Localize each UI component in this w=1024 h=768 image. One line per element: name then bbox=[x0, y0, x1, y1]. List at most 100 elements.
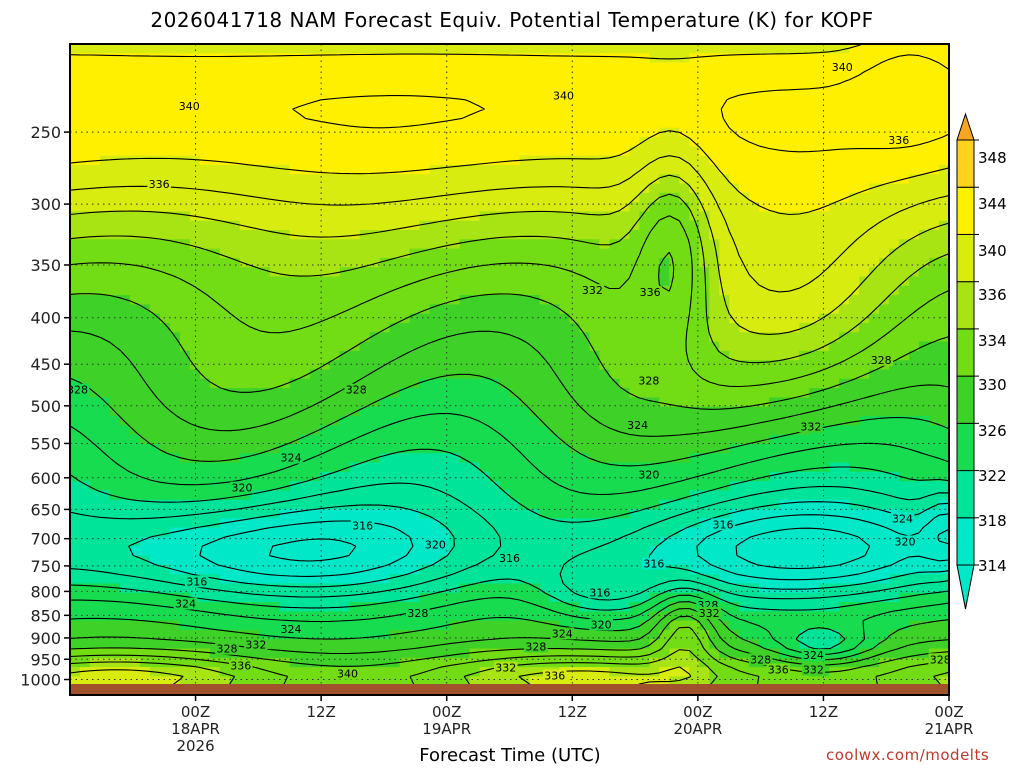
field-cell bbox=[549, 527, 561, 538]
field-cell bbox=[489, 369, 501, 380]
field-cell bbox=[769, 490, 780, 501]
field-cell bbox=[149, 443, 161, 454]
field-cell bbox=[349, 434, 361, 445]
field-cell bbox=[309, 378, 321, 389]
field-cell bbox=[469, 350, 481, 361]
field-cell bbox=[709, 53, 720, 64]
field-cell bbox=[709, 397, 720, 408]
field-cell bbox=[679, 127, 690, 138]
field-cell bbox=[429, 239, 441, 250]
field-cell bbox=[859, 137, 870, 147]
field-cell bbox=[479, 146, 491, 157]
field-cell bbox=[579, 118, 591, 129]
field-cell bbox=[319, 527, 331, 538]
field-cell bbox=[609, 90, 620, 101]
field-cell bbox=[889, 416, 900, 426]
field-cell bbox=[369, 127, 381, 138]
field-cell bbox=[549, 220, 561, 231]
field-cell bbox=[889, 471, 900, 482]
field-cell bbox=[229, 109, 241, 119]
field-cell bbox=[219, 481, 231, 491]
field-cell bbox=[119, 155, 131, 166]
field-cell bbox=[789, 499, 800, 510]
field-cell bbox=[559, 202, 571, 212]
field-cell bbox=[419, 313, 431, 324]
field-cell bbox=[639, 99, 650, 110]
field-cell bbox=[669, 425, 680, 436]
field-cell bbox=[559, 313, 571, 324]
field-cell bbox=[819, 378, 830, 389]
field-cell bbox=[859, 202, 870, 212]
field-cell bbox=[449, 546, 461, 557]
field-cell bbox=[719, 536, 730, 547]
field-cell bbox=[379, 481, 391, 491]
field-cell bbox=[299, 127, 311, 138]
field-cell bbox=[909, 388, 920, 398]
field-cell bbox=[89, 536, 101, 547]
field-cell bbox=[129, 378, 141, 389]
field-cell bbox=[419, 146, 431, 157]
field-cell bbox=[189, 555, 201, 566]
field-cell bbox=[189, 388, 201, 398]
field-cell bbox=[539, 99, 551, 110]
field-cell bbox=[699, 536, 710, 547]
field-cell bbox=[519, 146, 531, 157]
field-cell bbox=[649, 332, 660, 343]
field-cell bbox=[389, 434, 401, 445]
field-cell bbox=[99, 109, 111, 119]
field-cell bbox=[339, 341, 351, 352]
field-cell bbox=[649, 62, 660, 73]
field-cell bbox=[659, 443, 670, 454]
field-cell bbox=[599, 295, 610, 305]
field-cell bbox=[129, 295, 141, 305]
field-cell bbox=[839, 285, 850, 296]
field-cell bbox=[239, 137, 251, 147]
field-cell bbox=[269, 378, 281, 389]
field-cell bbox=[699, 239, 710, 250]
field-cell bbox=[569, 118, 581, 129]
field-cell bbox=[769, 471, 780, 482]
field-cell bbox=[559, 341, 571, 352]
field-cell bbox=[229, 462, 241, 473]
field-cell bbox=[759, 137, 770, 147]
field-cell bbox=[669, 62, 680, 73]
field-cell bbox=[929, 174, 940, 185]
field-cell bbox=[369, 183, 381, 194]
field-cell bbox=[829, 239, 840, 250]
field-cell bbox=[899, 220, 910, 231]
field-cell bbox=[399, 109, 411, 119]
field-cell bbox=[729, 490, 740, 501]
field-cell bbox=[619, 239, 630, 250]
field-cell bbox=[429, 109, 441, 119]
field-cell bbox=[329, 536, 341, 547]
field-cell bbox=[389, 44, 401, 54]
field-cell bbox=[469, 155, 481, 166]
field-cell bbox=[409, 360, 421, 371]
field-cell bbox=[429, 285, 441, 296]
field-cell bbox=[229, 499, 241, 510]
field-cell bbox=[299, 276, 311, 287]
field-cell bbox=[199, 462, 211, 473]
field-cell bbox=[349, 481, 361, 491]
field-cell bbox=[279, 53, 291, 64]
field-cell bbox=[269, 155, 281, 166]
field-cell bbox=[369, 267, 381, 278]
field-cell bbox=[919, 499, 930, 510]
field-cell bbox=[899, 192, 910, 203]
field-cell bbox=[739, 127, 750, 138]
field-cell bbox=[269, 164, 281, 175]
field-cell bbox=[589, 183, 600, 194]
field-cell bbox=[869, 183, 880, 194]
field-cell bbox=[669, 490, 680, 501]
field-cell bbox=[839, 90, 850, 101]
field-cell bbox=[449, 564, 461, 575]
field-cell bbox=[679, 90, 690, 101]
field-cell bbox=[709, 434, 720, 445]
field-cell bbox=[79, 295, 91, 305]
field-cell bbox=[579, 341, 591, 352]
field-cell bbox=[119, 146, 131, 157]
field-cell bbox=[879, 378, 890, 389]
field-cell bbox=[70, 443, 81, 454]
field-cell bbox=[419, 546, 431, 557]
field-cell bbox=[869, 341, 880, 352]
